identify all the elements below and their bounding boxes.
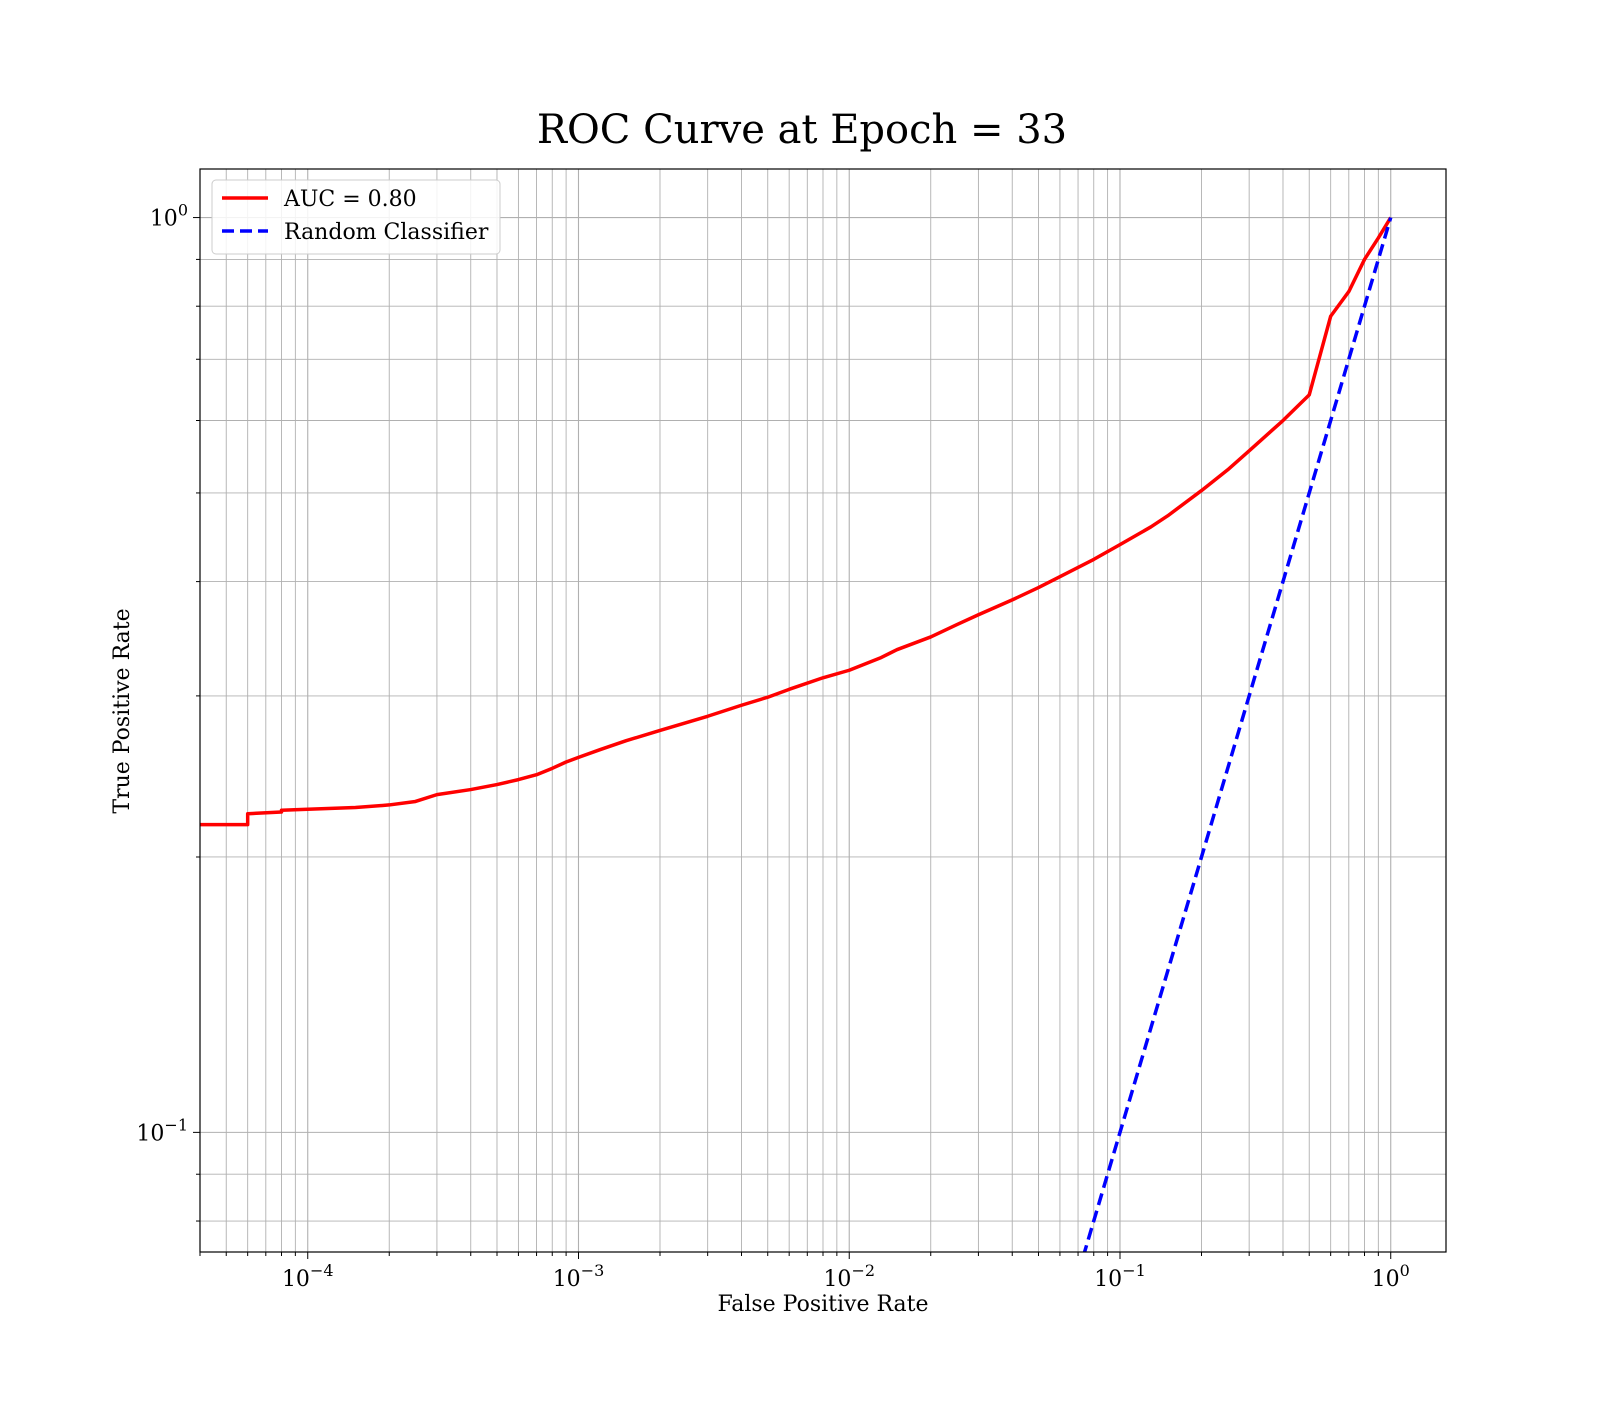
x-tick-label: 10−1 <box>1094 1261 1146 1292</box>
random-classifier-line <box>1082 217 1393 1252</box>
chart-title: ROC Curve at Epoch = 33 <box>537 107 1067 153</box>
x-tick-label: 10−3 <box>553 1261 605 1292</box>
legend: AUC = 0.80 Random Classifier <box>211 179 501 255</box>
grid-lines <box>199 169 1446 1252</box>
roc-curve-line <box>200 216 1393 827</box>
y-tick-label: 100 <box>150 201 188 232</box>
x-tick-label: 100 <box>1372 1261 1410 1292</box>
y-tick-label: 10−1 <box>136 1115 188 1146</box>
x-tick-label: 10−4 <box>282 1261 334 1292</box>
legend-box <box>211 179 501 255</box>
axis-ticks: 10−4 10−3 10−2 10−1 100 10−1 100 <box>136 201 1409 1292</box>
legend-label-random: Random Classifier <box>284 220 489 245</box>
x-tick-label: 10−2 <box>823 1261 875 1292</box>
plot-series <box>200 216 1393 1252</box>
x-axis-label: False Positive Rate <box>717 1292 928 1317</box>
y-axis-label: True Positive Rate <box>110 608 135 813</box>
legend-label-auc: AUC = 0.80 <box>283 187 417 212</box>
